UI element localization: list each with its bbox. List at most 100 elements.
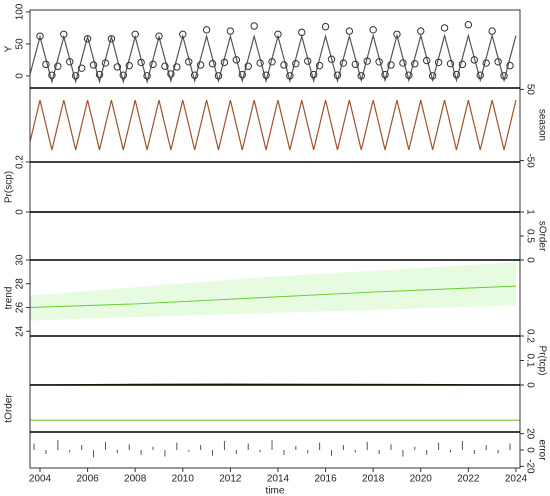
- data-point: [143, 72, 151, 80]
- y-axis-title: Y: [4, 45, 15, 52]
- y-tick-label: 0.5: [524, 229, 535, 243]
- x-tick-label: 2024: [505, 474, 528, 485]
- y-tick-label: 0.2: [15, 155, 26, 169]
- x-tick-label: 2010: [172, 474, 195, 485]
- data-point: [327, 55, 336, 63]
- data-point: [405, 71, 413, 79]
- data-point: [452, 70, 461, 79]
- data-point: [167, 70, 175, 78]
- y-tick-label: 50: [524, 84, 535, 96]
- data-point: [95, 70, 104, 79]
- y-tick-label: 30: [15, 254, 26, 266]
- data-point: [470, 56, 479, 64]
- data-point: [60, 30, 68, 38]
- data-point: [321, 22, 330, 31]
- y-axis-title: season: [536, 109, 547, 141]
- y-tick-label: 0: [524, 257, 535, 263]
- data-point: [214, 72, 223, 80]
- y-tick-label: 0: [15, 73, 26, 79]
- data-point: [286, 72, 294, 80]
- y-tick-label: 28: [15, 278, 26, 290]
- panel: [33, 440, 511, 458]
- data-point: [42, 60, 50, 69]
- x-tick-label: 2006: [76, 474, 99, 485]
- data-point: [36, 32, 44, 40]
- panel: [30, 21, 517, 84]
- y-tick-label: 100: [15, 3, 26, 20]
- data-point: [345, 27, 354, 35]
- data-point: [476, 71, 484, 79]
- data-point: [244, 62, 252, 70]
- x-tick-label: 2004: [29, 474, 52, 485]
- data-point: [250, 22, 258, 30]
- y-tick-label: 0: [15, 209, 26, 215]
- data-point: [131, 30, 139, 38]
- data-point: [351, 60, 360, 69]
- y-tick-label: 0: [524, 447, 535, 453]
- data-point: [101, 59, 110, 67]
- data-point: [208, 60, 217, 68]
- x-tick-label: 2014: [267, 474, 290, 485]
- data-point: [113, 63, 122, 71]
- data-point: [262, 71, 270, 79]
- data-point: [369, 26, 377, 34]
- data-point: [494, 58, 502, 66]
- x-axis-title: time: [266, 486, 285, 496]
- data-point: [375, 58, 383, 66]
- y-axis-title: trend: [4, 287, 15, 310]
- confidence-band: [30, 262, 516, 321]
- data-point: [161, 62, 169, 70]
- data-point: [506, 61, 514, 70]
- x-tick-label: 2012: [219, 474, 242, 485]
- data-point: [155, 32, 163, 40]
- data-point: [304, 57, 312, 65]
- data-point: [363, 57, 371, 65]
- data-point: [333, 71, 342, 79]
- data-point: [440, 24, 449, 32]
- data-point: [48, 71, 56, 79]
- y-axis-title: tOrder: [4, 394, 15, 423]
- data-point: [482, 59, 490, 67]
- y-tick-label: 20: [524, 428, 535, 440]
- data-point: [107, 35, 116, 43]
- data-point: [464, 21, 473, 29]
- data-point: [423, 56, 431, 65]
- y-tick-label: -50: [524, 153, 535, 168]
- data-point: [298, 28, 306, 37]
- panel: [30, 262, 516, 321]
- data-point: [434, 58, 443, 67]
- data-point: [387, 61, 395, 69]
- data-point: [149, 60, 157, 69]
- data-point: [381, 70, 389, 79]
- data-point: [357, 72, 365, 80]
- x-tick-label: 2008: [124, 474, 147, 485]
- data-point: [77, 64, 86, 72]
- data-point: [393, 30, 401, 38]
- data-point: [274, 30, 282, 38]
- data-point: [226, 27, 235, 35]
- data-point: [54, 62, 62, 70]
- data-point: [71, 72, 80, 80]
- y-axis-title: sOrder: [536, 221, 547, 252]
- data-point: [399, 59, 407, 67]
- data-point: [411, 60, 419, 68]
- data-point: [137, 58, 145, 67]
- x-tick-label: 2022: [457, 474, 480, 485]
- data-point: [238, 70, 246, 79]
- data-point: [125, 61, 133, 70]
- data-point: [417, 27, 425, 35]
- x-tick-label: 2020: [410, 474, 433, 485]
- data-point: [309, 70, 318, 79]
- data-point: [268, 58, 276, 66]
- data-point: [280, 61, 288, 69]
- data-point: [292, 60, 300, 68]
- data-point: [232, 56, 241, 64]
- data-point: [202, 26, 211, 34]
- data-line: [30, 285, 516, 308]
- data-point: [185, 58, 193, 66]
- y-axis-title: Pr(scp): [4, 171, 15, 203]
- data-point: [256, 59, 264, 67]
- data-point: [190, 71, 199, 79]
